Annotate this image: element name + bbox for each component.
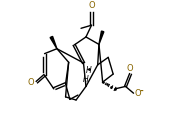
Text: O: O xyxy=(27,78,34,87)
Polygon shape xyxy=(50,36,57,49)
Polygon shape xyxy=(99,31,104,44)
Text: O: O xyxy=(88,1,95,10)
Text: H: H xyxy=(86,66,92,75)
Text: -: - xyxy=(140,87,143,96)
Text: O: O xyxy=(135,89,141,98)
Text: O: O xyxy=(127,64,133,73)
Text: H: H xyxy=(83,75,88,84)
